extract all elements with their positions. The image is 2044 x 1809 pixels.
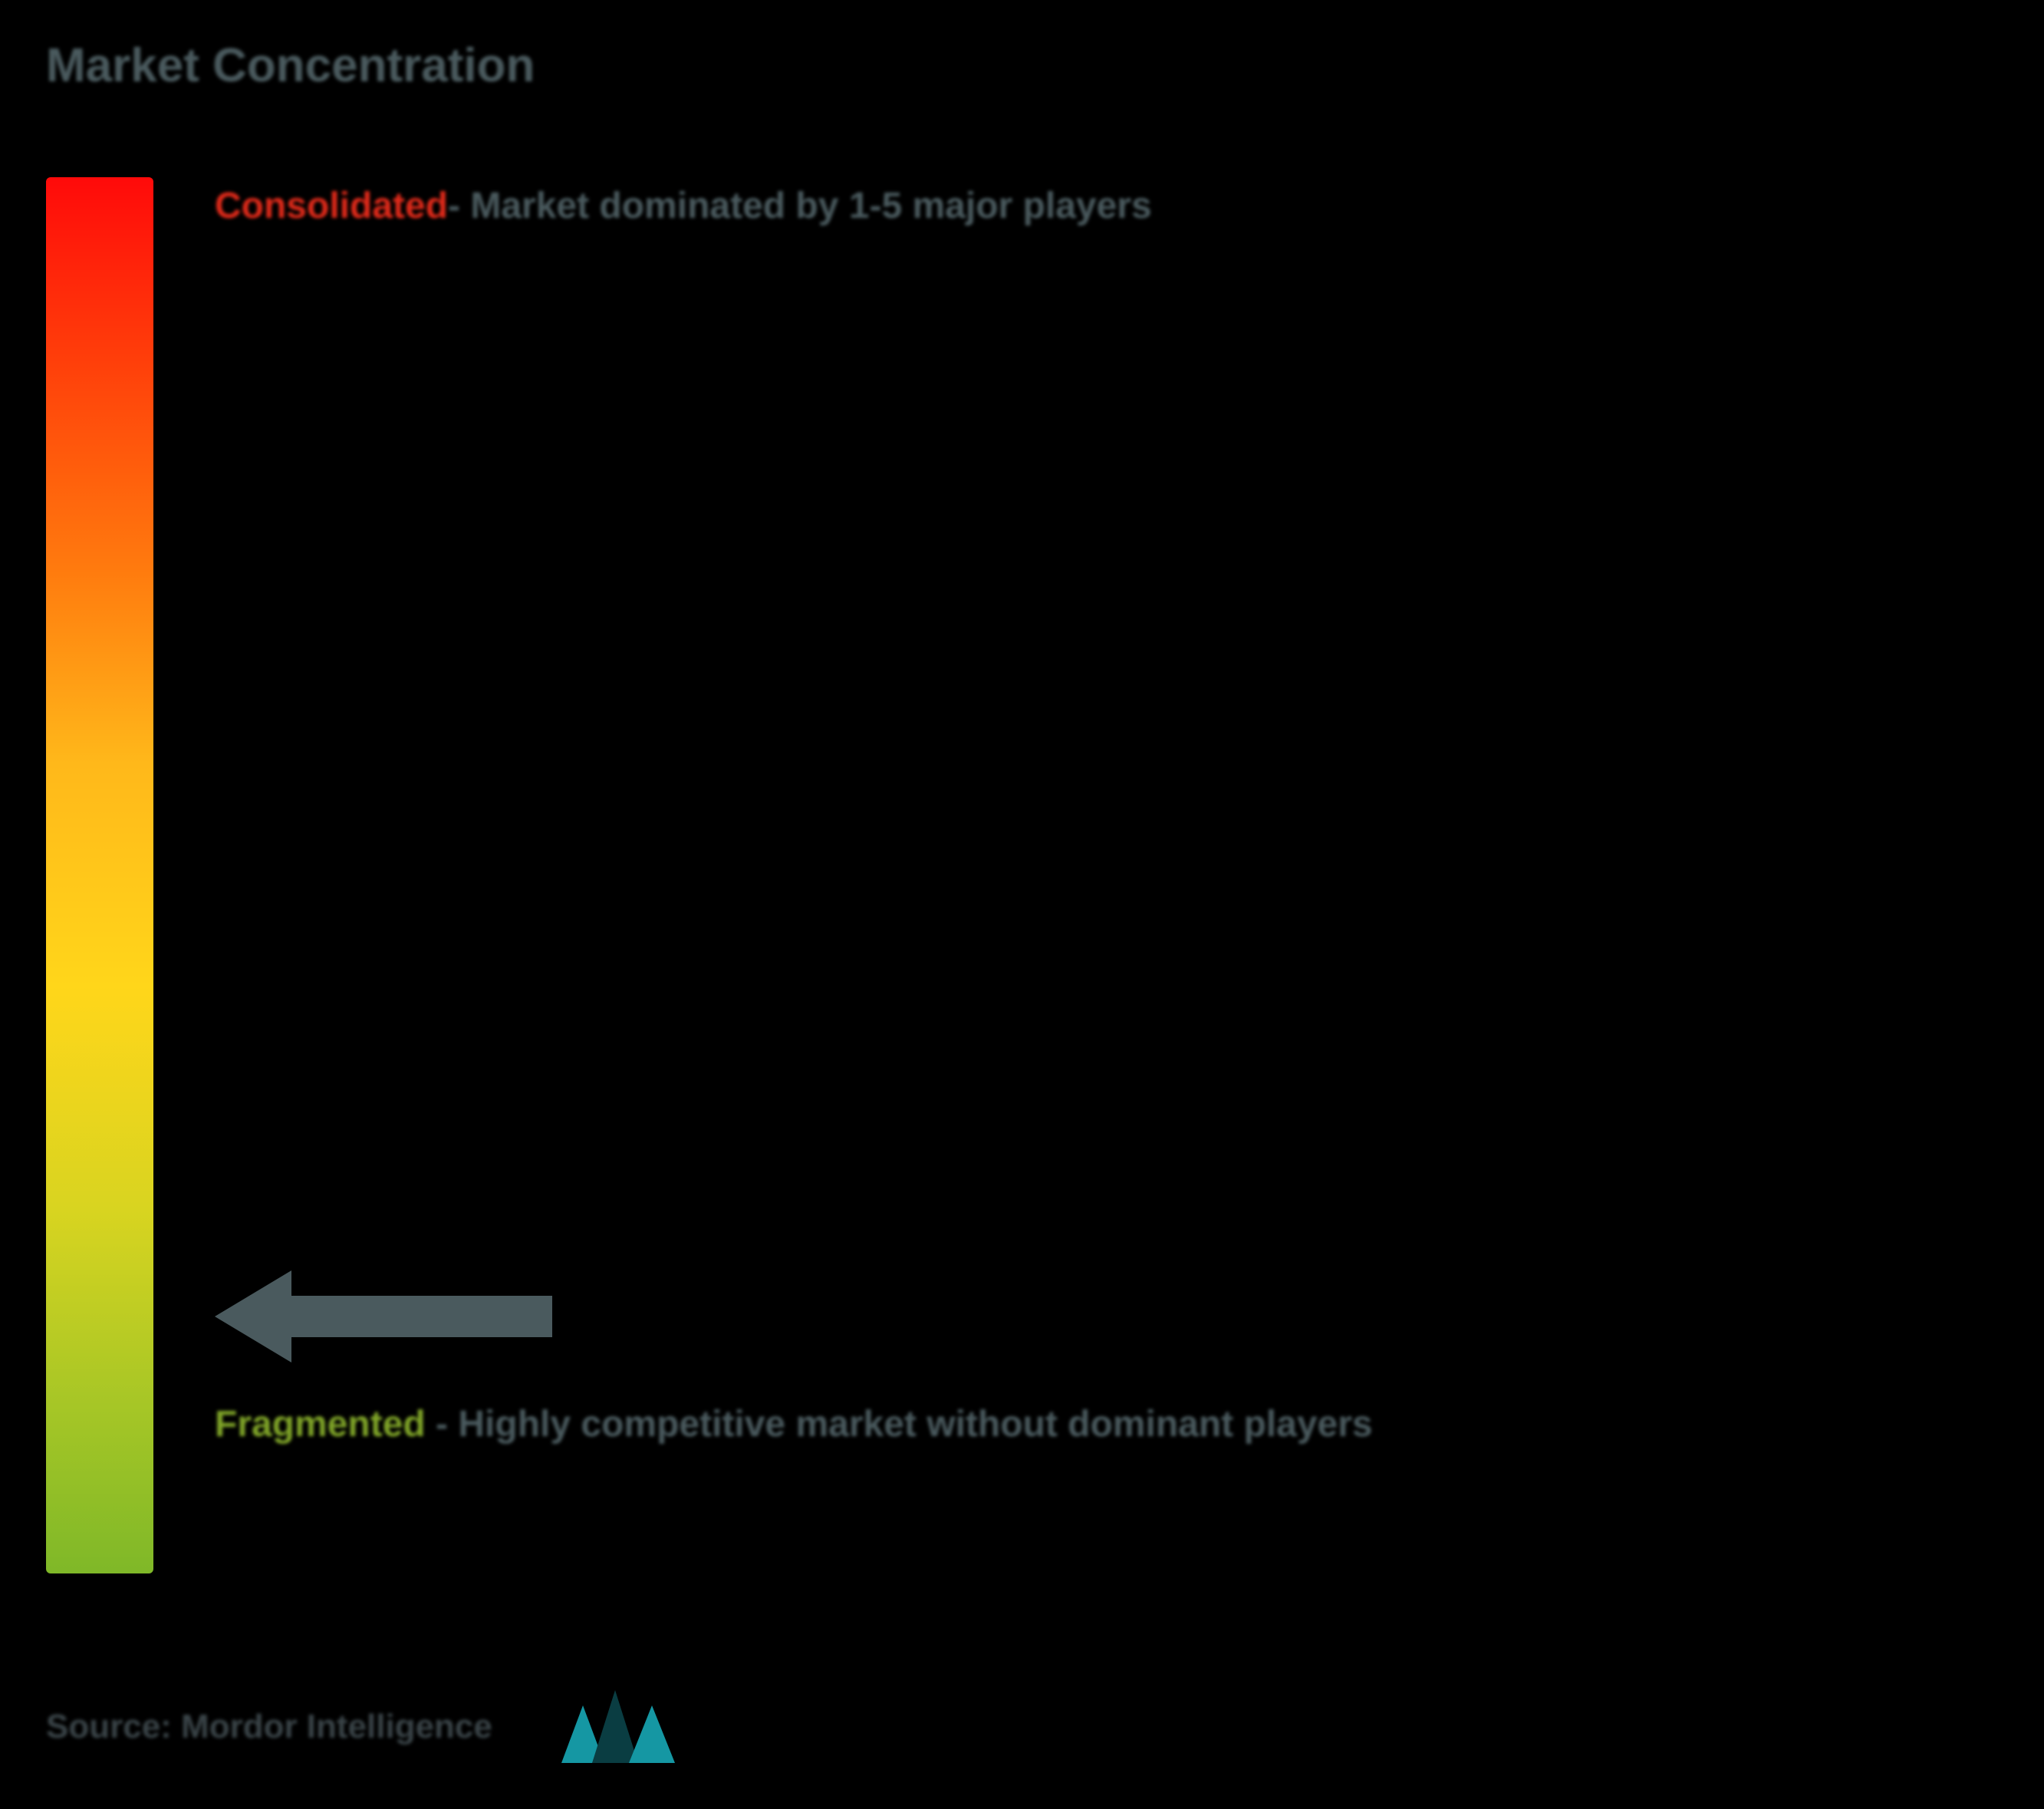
fragmented-keyword: Fragmented: [215, 1404, 426, 1445]
fragmented-sep: -: [426, 1404, 459, 1445]
page-title: Market Concentration: [46, 38, 1998, 93]
consolidated-label: Consolidated- Market dominated by 1-5 ma…: [215, 185, 1152, 227]
brand-logo: [561, 1690, 684, 1763]
concentration-diagram: Consolidated- Market dominated by 1-5 ma…: [46, 177, 1998, 1573]
footer: Source: Mordor Intelligence: [46, 1690, 684, 1763]
arrow-left-icon: [215, 1267, 568, 1366]
fragmented-label: Fragmented - Highly competitive market w…: [215, 1389, 1952, 1459]
indicator-arrow: [215, 1267, 568, 1370]
consolidated-description: Market dominated by 1-5 major players: [470, 186, 1151, 226]
gradient-scale-bar: [46, 177, 153, 1573]
mordor-logo-icon: [561, 1690, 684, 1763]
consolidated-keyword: Consolidated: [215, 186, 448, 226]
consolidated-sep: -: [448, 186, 470, 226]
labels-column: Consolidated- Market dominated by 1-5 ma…: [215, 177, 1998, 1573]
fragmented-description: Highly competitive market without domina…: [458, 1404, 1372, 1445]
source-attribution: Source: Mordor Intelligence: [46, 1708, 492, 1746]
